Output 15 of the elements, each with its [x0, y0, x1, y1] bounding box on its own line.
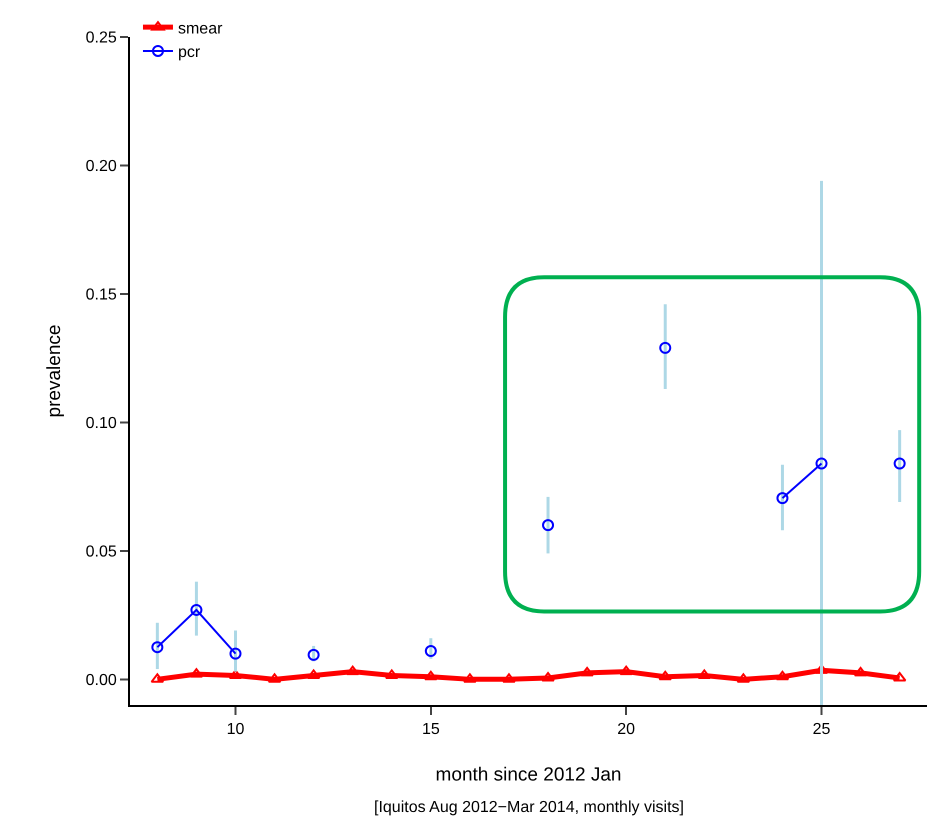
y-tick-label: 0.00	[86, 672, 117, 689]
legend-label: pcr	[178, 44, 201, 62]
x-tick-label: 15	[422, 721, 440, 738]
y-tick-label: 0.10	[86, 414, 117, 432]
legend-label: smear	[178, 20, 224, 38]
text: [Iquitos Aug 2012−Mar 2014, monthly visits]	[374, 799, 684, 816]
y-axis-title: prevalence	[44, 324, 66, 418]
x-axis-title: month since 2012 Jan	[436, 764, 622, 786]
y-tick-label: 0.15	[86, 286, 117, 304]
x-tick-label: 25	[812, 721, 831, 738]
y-tick-label: 0.25	[86, 30, 117, 47]
x-tick-label: 20	[617, 721, 636, 738]
x-tick-label: 10	[226, 721, 244, 738]
y-tick-label: 0.20	[86, 158, 117, 176]
y-tick-label: 0.05	[86, 543, 117, 560]
